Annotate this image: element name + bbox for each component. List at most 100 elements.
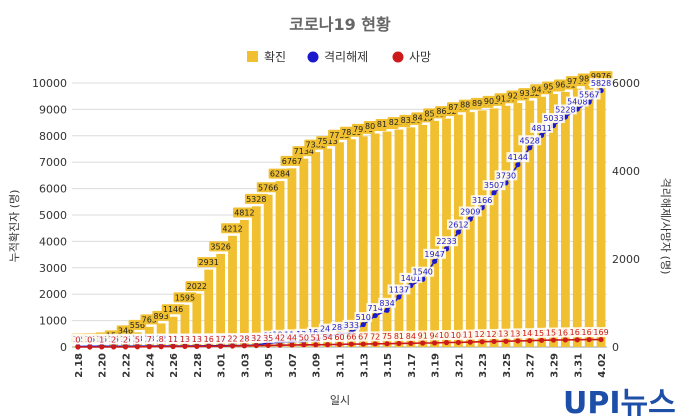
bar-data-label: 9887 [579,74,599,83]
line-data-label: 32 [251,334,261,343]
bar-confirmed [394,129,404,347]
bar-confirmed [370,133,380,347]
line-data-label: 0 [75,336,80,345]
bar-data-label: 7513 [317,137,337,146]
bar-data-label: 7755 [329,131,349,140]
line-point [455,229,461,235]
line-data-label: 11 [168,335,178,344]
line-data-label: 834 [379,299,394,308]
line-label-bg [178,333,192,344]
left-y-tick-label: 0 [60,341,67,354]
bar-confirmed [216,253,226,347]
line-data-label: 111 [463,331,478,340]
bar-data-label: 9037 [484,97,504,106]
line-point [325,342,331,348]
bar-confirmed [537,96,547,348]
line-point [598,336,604,343]
bar-confirmed [204,269,214,347]
bar-data-label: 4812 [234,208,254,217]
line-label-bg [214,333,227,344]
line-data-label: 714 [368,304,383,313]
line-series [75,87,604,350]
bar-data-label: 9583 [543,83,563,92]
line-label-bg [497,328,515,339]
line-data-label: 54 [323,333,333,342]
line-data-label: 169 [593,328,608,337]
line-data-label: 5567 [579,91,599,100]
line-label-bg [145,334,153,345]
line-point [158,344,164,350]
line-label-bg [318,323,337,334]
bar-confirmed [239,219,249,347]
x-tick-label: 3.07 [288,353,299,378]
line-data-label: 165 [570,328,585,337]
line-data-label: 17 [216,335,226,344]
line-data-label: 1540 [413,268,433,277]
line-data-label: 126 [486,330,501,339]
line-label-bg [416,330,429,341]
line-data-label: 2909 [460,208,480,217]
line-point [396,294,402,300]
bar-data-label: 893 [154,312,169,321]
left-y-tick-label: 2000 [39,288,67,301]
x-tick-label: 3.13 [359,353,370,378]
line-point [348,341,354,347]
line-point [170,343,176,350]
bar-confirmed [465,112,475,347]
bar-confirmed [406,127,416,348]
line-point [313,342,319,348]
line-label-bg [157,334,165,345]
line-data-label: 102 [439,331,454,340]
line-label-bg [378,297,396,308]
upi-news-logo: UPI뉴스 [563,386,676,420]
line-label-bg [577,89,601,100]
bar-label-bg [185,281,209,292]
x-tick-label: 3.01 [217,353,228,378]
bar-label-bg [209,241,233,252]
bar-confirmed [251,206,261,347]
bar-data-label: 8799 [448,103,468,112]
line-label-bg [366,303,384,314]
line-label-bg [110,334,118,345]
line-data-label: 50 [299,333,309,342]
line-label-bg [86,334,94,345]
line-point [146,344,152,350]
line-label-bg [133,334,141,345]
line-label-bg [544,327,563,338]
line-point [122,344,129,350]
line-data-label: 158 [546,329,561,338]
line-point [503,338,509,344]
bar-label-bg [232,207,256,218]
bar-data-label: 7134 [294,147,314,156]
line-point [527,338,533,344]
line-point [75,344,81,350]
bar-confirmed [346,139,356,347]
left-y-tick-label: 3000 [39,262,67,275]
line-data-label: 1947 [424,250,444,259]
line-data-label: 7 [147,335,152,344]
line-point [336,341,343,347]
line-label-bg [392,330,406,341]
bar-data-label: 8086 [365,122,385,131]
bar-confirmed [477,110,487,348]
bar-data-label: 7979 [353,125,373,134]
x-tick-label: 3.03 [240,353,251,378]
line-label-bg [387,284,411,295]
bar-label-bg [244,193,268,204]
line-label-bg [482,180,506,191]
bar-label-bg [173,292,197,303]
left-y-tick-label: 8000 [39,130,67,143]
line-label-bg [354,312,373,323]
line-label-bg [470,195,494,206]
bar-confirmed [228,235,237,347]
line-point [360,341,366,347]
line-label-bg [411,266,435,277]
line-data-label: 2 [111,335,116,344]
line-label-bg [297,332,311,343]
bar-data-labels: 3146821563465567638931146159520222931352… [71,71,613,344]
line-data-label: 0 [87,336,92,345]
line-data-label: 5033 [543,114,563,123]
line-point [99,344,105,350]
line-label-bg [342,319,361,330]
line-label-bg [509,328,527,339]
